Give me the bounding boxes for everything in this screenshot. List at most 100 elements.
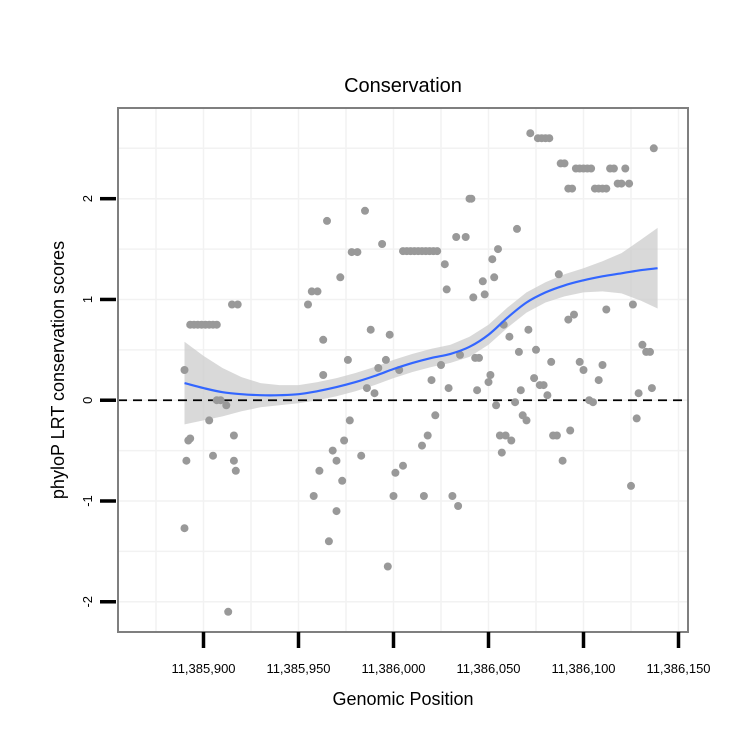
data-point xyxy=(347,248,356,257)
data-point xyxy=(222,401,231,410)
data-point xyxy=(381,355,390,364)
data-point xyxy=(385,330,394,339)
data-point xyxy=(514,347,523,356)
data-point xyxy=(180,524,189,533)
data-point xyxy=(566,426,575,435)
data-point xyxy=(488,255,497,264)
data-point xyxy=(634,389,643,398)
data-point xyxy=(497,448,506,457)
data-point xyxy=(182,456,191,465)
data-point xyxy=(378,240,387,248)
data-point xyxy=(632,414,641,423)
data-point xyxy=(609,164,618,173)
data-point xyxy=(486,371,495,379)
data-point xyxy=(467,194,476,203)
data-point xyxy=(454,502,463,510)
data-point xyxy=(530,374,539,383)
data-point xyxy=(649,144,658,153)
data-point xyxy=(516,386,525,395)
data-point xyxy=(524,325,533,334)
data-point xyxy=(484,378,493,387)
data-point xyxy=(543,391,552,400)
data-point xyxy=(328,446,337,455)
data-point xyxy=(526,129,535,138)
data-point xyxy=(440,260,449,269)
data-point xyxy=(391,468,400,477)
x-axis-label: Genomic Position xyxy=(332,689,473,709)
data-point xyxy=(186,434,195,443)
data-point xyxy=(315,466,324,475)
data-point xyxy=(587,164,596,173)
data-point xyxy=(319,371,328,379)
data-point xyxy=(353,248,362,257)
data-point xyxy=(340,436,349,445)
data-point xyxy=(461,233,470,241)
data-point xyxy=(507,436,516,445)
x-tick-label: 11,386,050 xyxy=(456,661,520,676)
x-tick-label: 11,385,900 xyxy=(171,661,235,676)
data-point xyxy=(212,320,221,329)
data-point xyxy=(419,492,428,500)
data-point xyxy=(452,233,461,241)
data-point xyxy=(598,361,607,369)
data-point xyxy=(224,607,233,616)
data-point xyxy=(513,224,521,233)
data-point xyxy=(570,310,578,319)
data-point xyxy=(646,347,654,356)
data-point xyxy=(532,345,540,354)
chart-title: Conservation xyxy=(344,75,462,97)
y-tick-label: 1 xyxy=(80,296,95,303)
data-point xyxy=(621,164,630,173)
data-point xyxy=(539,381,548,390)
x-tick-label: 11,386,150 xyxy=(646,661,710,676)
data-point xyxy=(228,300,236,309)
data-point xyxy=(423,431,432,440)
data-point xyxy=(442,285,451,294)
x-tick-label: 11,385,950 xyxy=(266,661,330,676)
data-point xyxy=(448,492,457,500)
data-point xyxy=(427,376,436,385)
y-tick-label: 2 xyxy=(80,195,95,202)
data-point xyxy=(594,376,603,385)
data-point xyxy=(478,277,487,286)
data-point xyxy=(560,159,569,168)
data-point xyxy=(627,481,635,490)
y-tick-label: -1 xyxy=(80,495,95,507)
data-point xyxy=(370,389,379,398)
data-point xyxy=(332,507,341,516)
data-point xyxy=(579,366,588,374)
data-point xyxy=(205,416,214,425)
data-point xyxy=(568,184,577,193)
data-point xyxy=(336,273,345,282)
data-point xyxy=(495,431,504,440)
data-point xyxy=(383,562,392,571)
data-point xyxy=(361,206,369,215)
data-point xyxy=(366,325,375,334)
data-point xyxy=(180,366,189,374)
data-point xyxy=(389,492,398,500)
data-point xyxy=(558,456,567,465)
data-point xyxy=(501,431,510,440)
y-axis-label: phyloP LRT conservation scores xyxy=(48,241,68,499)
data-point xyxy=(552,431,561,440)
axis-layer: 11,385,900 11,385,950 11,386,000 11,386,050… xyxy=(80,195,711,676)
confidence-band xyxy=(184,227,658,425)
data-point xyxy=(324,537,333,546)
data-point xyxy=(480,290,489,299)
data-point xyxy=(343,355,352,364)
data-point xyxy=(522,416,531,425)
data-point xyxy=(332,456,341,465)
data-point xyxy=(231,466,240,475)
data-point xyxy=(307,287,316,296)
data-point xyxy=(564,315,573,324)
data-point xyxy=(456,350,464,359)
data-point xyxy=(362,384,371,393)
data-point xyxy=(357,451,366,460)
data-point xyxy=(323,216,331,225)
data-point xyxy=(216,396,225,405)
data-point xyxy=(313,287,322,296)
data-point xyxy=(233,300,242,309)
data-point xyxy=(399,461,407,470)
data-point xyxy=(304,300,312,309)
